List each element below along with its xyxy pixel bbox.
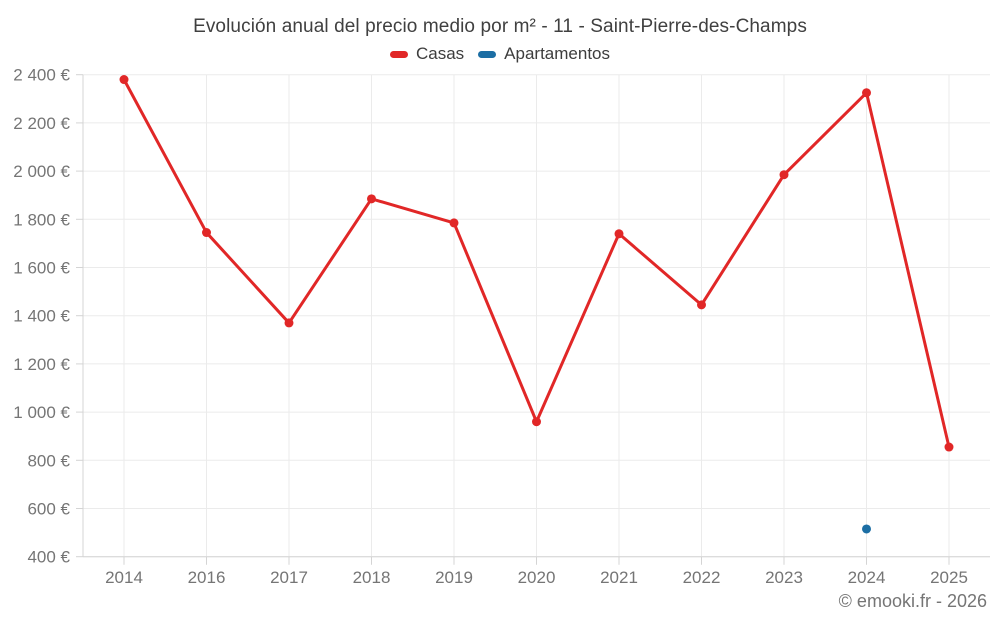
x-axis-label: 2016	[188, 568, 226, 587]
y-axis-label: 1 600 €	[13, 259, 70, 278]
x-axis-label: 2025	[930, 568, 968, 587]
x-axis-label: 2020	[518, 568, 556, 587]
y-axis-label: 1 800 €	[13, 210, 70, 229]
y-axis-label: 1 400 €	[13, 307, 70, 326]
data-point-casas[interactable]	[284, 318, 294, 328]
data-point-casas[interactable]	[614, 229, 624, 239]
data-point-casas[interactable]	[532, 417, 541, 427]
data-point-casas[interactable]	[202, 228, 211, 238]
y-axis-label: 2 000 €	[13, 162, 70, 181]
y-axis-label: 800 €	[27, 451, 70, 470]
data-point-casas[interactable]	[367, 194, 376, 204]
chart-title: Evolución anual del precio medio por m² …	[193, 16, 807, 37]
y-axis-label: 2 400 €	[13, 66, 70, 85]
x-axis-label: 2017	[270, 568, 308, 587]
y-axis-label: 2 200 €	[13, 114, 70, 133]
apartamentos-series-swatch-icon	[478, 50, 497, 58]
legend-item-apartamentos[interactable]: Apartamentos	[478, 44, 610, 64]
data-point-casas[interactable]	[119, 75, 129, 85]
attribution-watermark: © emooki.fr - 2026	[838, 591, 987, 611]
x-axis-label: 2021	[600, 568, 638, 587]
x-axis-label: 2023	[765, 568, 803, 587]
data-point-casas[interactable]	[779, 170, 789, 180]
data-point-casas[interactable]	[862, 88, 871, 98]
data-point-casas[interactable]	[449, 218, 459, 228]
x-axis-label: 2022	[683, 568, 721, 587]
legend-item-casas[interactable]: Casas	[389, 44, 465, 64]
y-axis-label: 1 000 €	[13, 403, 70, 422]
legend: Casas Apartamentos	[0, 44, 1000, 64]
y-axis-label: 600 €	[27, 500, 70, 519]
casas-series-swatch-icon	[389, 50, 408, 58]
x-axis-label: 2018	[353, 568, 391, 587]
legend-label-apartamentos: Apartamentos	[504, 44, 611, 63]
data-point-casas[interactable]	[944, 442, 954, 452]
y-axis-label: 1 200 €	[13, 355, 70, 374]
x-axis-label: 2014	[105, 568, 143, 587]
legend-label-casas: Casas	[415, 44, 465, 63]
data-point-apartamentos[interactable]	[862, 524, 871, 534]
x-axis-label: 2024	[848, 568, 886, 587]
x-axis-label: 2019	[435, 568, 473, 587]
y-axis-label: 400 €	[27, 548, 70, 567]
data-point-casas[interactable]	[697, 300, 706, 310]
